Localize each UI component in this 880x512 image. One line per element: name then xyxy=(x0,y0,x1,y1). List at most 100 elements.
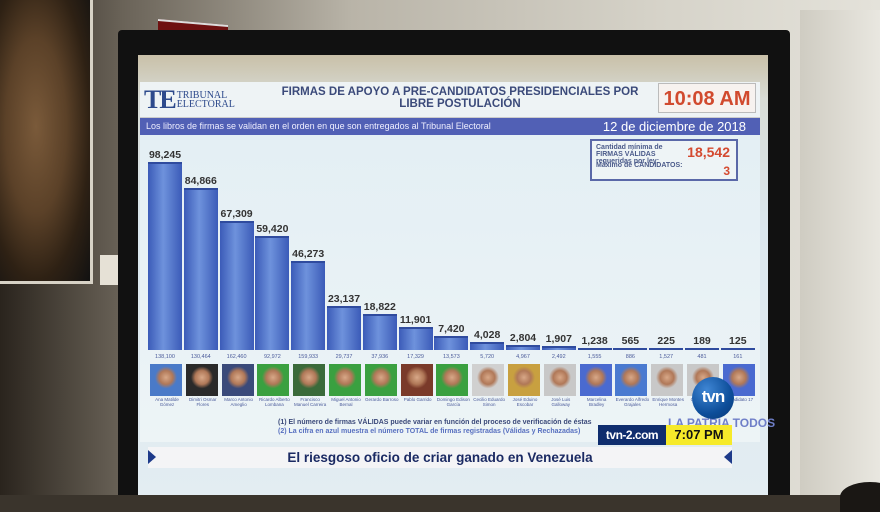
candidate-card: Everardo Alfredo Grajales xyxy=(615,364,649,407)
bar xyxy=(506,345,540,350)
bar-total-label: 29,737 xyxy=(335,354,353,360)
bar-column: 18,822 37,936 xyxy=(362,300,397,360)
wall xyxy=(800,10,880,495)
candidate-card: Domingo Edison García xyxy=(436,364,470,407)
tvn-logo: tvn xyxy=(692,377,734,419)
bar-column: 98,245 138,100 xyxy=(148,148,182,360)
headline-text: El riesgoso oficio de criar ganado en Ve… xyxy=(287,450,593,465)
bar-value-label: 18,822 xyxy=(363,301,396,313)
bar-total-label: 13,573 xyxy=(442,354,460,360)
candidate-card: Dimitri Osmar Flores xyxy=(185,364,220,407)
candidate-photo xyxy=(400,364,433,396)
bar-value-label: 7,420 xyxy=(438,323,465,335)
bar-column: 225 1,527 xyxy=(649,334,684,360)
candidate-card: Marco Antonio Ameglio xyxy=(221,364,256,407)
candidate-name: Gerardo Barroso xyxy=(365,397,399,402)
bar-column: 7,420 13,573 xyxy=(434,322,469,360)
candidate-name: Cecilio Eduardo Simon xyxy=(473,397,506,407)
candidate-card: Francisco Manuel Carreira xyxy=(293,364,327,407)
bar-value-label: 67,309 xyxy=(220,208,253,220)
candidate-photo xyxy=(150,364,182,396)
candidate-name: Enrique Montes Hermosa xyxy=(652,397,684,407)
bar-value-label: 59,420 xyxy=(256,223,289,235)
bar-total-label: 159,933 xyxy=(298,354,319,360)
candidate-photo xyxy=(543,364,576,396)
bar-value-label: 565 xyxy=(621,335,640,347)
bar-column: 67,309 162,460 xyxy=(219,207,254,360)
candidate-name: Marcelina Bradley xyxy=(586,397,607,407)
tribunal-electoral-logo: TE TRIBUNAL ELECTORAL xyxy=(140,84,262,116)
bar-value-label: 125 xyxy=(729,335,747,347)
slide-title: FIRMAS DE APOYO A PRE-CANDIDATOS PRESIDE… xyxy=(281,86,639,110)
bar-total-label: 886 xyxy=(625,354,635,360)
bar-column: 1,238 1,555 xyxy=(577,334,612,360)
bar-column: 59,420 92,972 xyxy=(255,222,290,360)
bar xyxy=(219,221,254,350)
candidate-photo xyxy=(615,364,648,396)
bar xyxy=(255,236,290,350)
min-signatures-label: Cantidad mínima de FIRMAS VÁLIDAS requer… xyxy=(596,144,663,165)
candidate-card: Cecilio Eduardo Simon xyxy=(472,364,506,407)
bar xyxy=(613,348,648,350)
bar xyxy=(541,346,576,350)
bar-total-label: 161 xyxy=(733,354,743,360)
bar-value-label: 4,028 xyxy=(474,329,501,341)
bar-total-label: 1,555 xyxy=(587,354,602,360)
bar-value-label: 46,273 xyxy=(292,248,325,260)
audience-head xyxy=(840,482,880,512)
candidate-card: Marcelina Bradley xyxy=(579,364,614,407)
slide-subtitle: Los libros de firmas se validan en el or… xyxy=(146,121,491,131)
candidate-photo xyxy=(579,364,612,396)
bar-column: 84,866 130,464 xyxy=(183,174,218,360)
candidate-name: Francisco Manuel Carreira xyxy=(294,397,327,407)
candidate-photo xyxy=(472,364,505,396)
bar-total-label: 92,972 xyxy=(263,354,281,360)
candidate-card: José Luis Galloway xyxy=(543,364,578,407)
candidate-card: Enrique Montes Hermosa xyxy=(651,364,685,407)
candidate-photo xyxy=(329,364,361,396)
bar-total-label: 162,460 xyxy=(226,354,247,360)
logo-line1: TRIBUNAL xyxy=(176,90,228,101)
footnote-2: (2) La cifra en azul muestra el número T… xyxy=(278,428,581,435)
max-candidates-label: Máximo de CANDIDATOS: xyxy=(596,162,683,169)
bar xyxy=(291,261,326,350)
bar-chart: 98,245 138,100 84,866 130,464 67,309 162,460 5… xyxy=(148,140,756,360)
bar-total-label: 1,527 xyxy=(659,354,674,360)
bar xyxy=(362,314,397,350)
candidate-photo xyxy=(185,364,218,396)
bar-total-label: 481 xyxy=(697,354,707,360)
bar-value-label: 225 xyxy=(657,335,675,347)
bar-column: 1,907 2,492 xyxy=(541,332,576,360)
footnotes: (1) El número de firmas VÁLIDAS puede va… xyxy=(278,418,592,436)
logo-text: TRIBUNAL ELECTORAL xyxy=(176,90,235,110)
bar xyxy=(183,188,218,350)
candidate-name: Marco Antonio Ameglio xyxy=(224,397,253,407)
candidate-name: Candidato 17 xyxy=(726,397,754,402)
bar-column: 4,028 5,720 xyxy=(470,328,505,360)
max-candidates-value: 3 xyxy=(723,164,730,178)
logo-mark: TE xyxy=(144,85,177,114)
candidate-photo xyxy=(364,364,397,396)
bar-column: 125 161 xyxy=(720,334,755,360)
bar xyxy=(685,348,719,350)
slide-header: TE TRIBUNAL ELECTORAL FIRMAS DE APOYO A … xyxy=(140,82,760,118)
bar xyxy=(470,342,505,350)
candidate-photo xyxy=(257,364,290,396)
candidate-card: José Eduino Escobar xyxy=(508,364,542,407)
bar xyxy=(398,327,433,350)
requirements-box: Cantidad mínima de FIRMAS VÁLIDAS requer… xyxy=(590,139,738,181)
slide-subtitle-bar: Los libros de firmas se validan en el or… xyxy=(140,118,760,135)
bar-value-label: 2,804 xyxy=(509,332,537,344)
wall-painting xyxy=(0,0,93,284)
ticker-left-arrow-icon xyxy=(148,450,156,464)
bar-value-label: 23,137 xyxy=(327,293,361,305)
headline-ticker: El riesgoso oficio de criar ganado en Ve… xyxy=(148,447,732,468)
bar xyxy=(577,348,612,350)
candidate-card: Ana Matilde Gómez xyxy=(150,364,184,407)
bar-total-label: 17,329 xyxy=(407,354,424,360)
bar-total-label: 5,720 xyxy=(480,354,495,360)
min-signatures-value: 18,542 xyxy=(687,144,730,160)
candidate-photo xyxy=(508,364,540,396)
candidate-photo xyxy=(293,364,326,396)
slide-clock: 10:08 AM xyxy=(658,83,756,113)
